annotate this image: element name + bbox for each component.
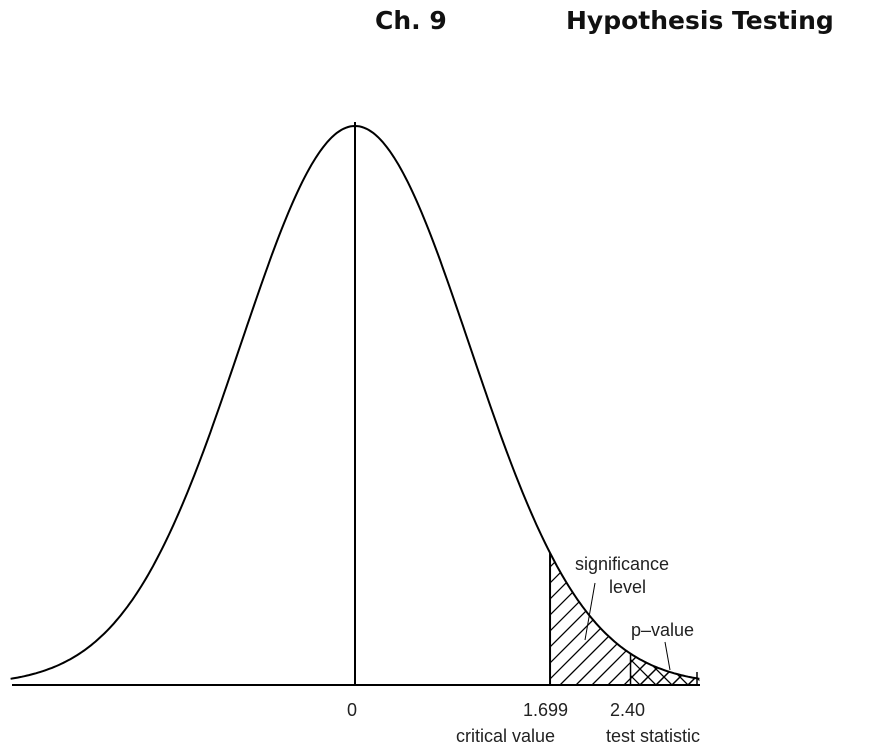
significance-pointer bbox=[584, 582, 596, 641]
p-value-pointer bbox=[664, 641, 671, 671]
chapter-label: Ch. 9 bbox=[375, 6, 447, 35]
p-value-region bbox=[630, 653, 700, 685]
significance-label-line2: level bbox=[609, 577, 647, 597]
page-title: Hypothesis Testing bbox=[566, 6, 834, 35]
test-statistic-caption: test statistic bbox=[606, 726, 701, 746]
tick-label-test: 2.40 bbox=[610, 700, 646, 720]
tick-label-zero: 0 bbox=[347, 700, 358, 720]
p-value-label: p–value bbox=[631, 620, 695, 640]
tick-label-critical: 1.699 bbox=[523, 700, 569, 720]
critical-value-caption: critical value bbox=[456, 726, 556, 746]
significance-label-line1: significance bbox=[575, 554, 670, 574]
